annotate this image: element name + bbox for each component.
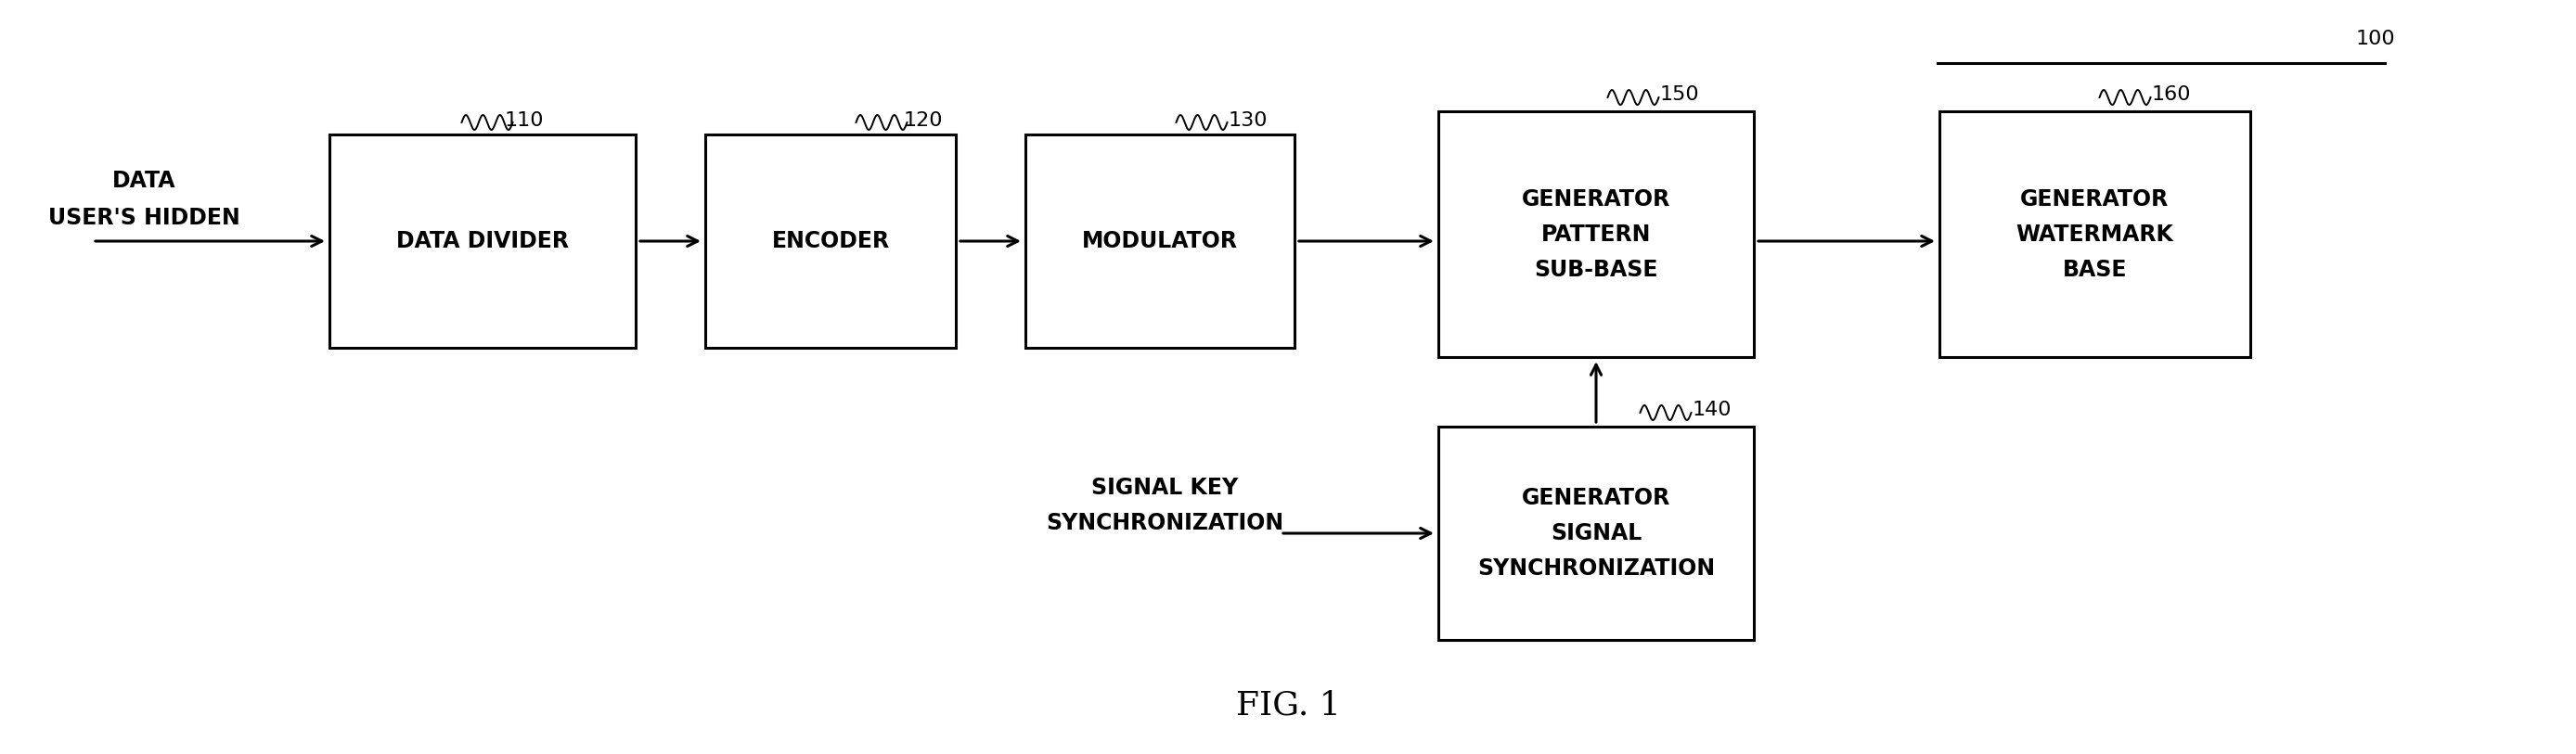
- Text: MODULATOR: MODULATOR: [1082, 230, 1239, 253]
- Text: 120: 120: [904, 112, 943, 130]
- Text: PATTERN: PATTERN: [1540, 223, 1651, 245]
- Text: SIGNAL KEY: SIGNAL KEY: [1092, 477, 1239, 499]
- Text: 110: 110: [505, 112, 544, 130]
- Text: GENERATOR: GENERATOR: [2020, 188, 2169, 210]
- Text: 160: 160: [2151, 85, 2192, 104]
- Text: WATERMARK: WATERMARK: [2017, 223, 2174, 245]
- Text: DATA: DATA: [111, 170, 175, 192]
- Bar: [706, 134, 956, 348]
- Bar: [1940, 112, 2251, 357]
- Text: SUB-BASE: SUB-BASE: [1535, 259, 1659, 280]
- Bar: [1025, 134, 1296, 348]
- Text: DATA DIVIDER: DATA DIVIDER: [397, 230, 569, 253]
- Text: SYNCHRONIZATION: SYNCHRONIZATION: [1046, 512, 1283, 534]
- Text: 150: 150: [1659, 85, 1700, 104]
- Text: GENERATOR: GENERATOR: [1522, 188, 1669, 210]
- Bar: [1437, 427, 1754, 640]
- Text: GENERATOR: GENERATOR: [1522, 487, 1669, 509]
- Text: 140: 140: [1692, 400, 1731, 419]
- Text: SIGNAL: SIGNAL: [1551, 522, 1641, 544]
- Text: SYNCHRONIZATION: SYNCHRONIZATION: [1476, 557, 1716, 580]
- Text: USER'S HIDDEN: USER'S HIDDEN: [49, 207, 240, 229]
- Text: FIG. 1: FIG. 1: [1236, 689, 1340, 721]
- Text: 130: 130: [1229, 112, 1267, 130]
- Text: ENCODER: ENCODER: [773, 230, 889, 253]
- Bar: [1437, 112, 1754, 357]
- Text: BASE: BASE: [2063, 259, 2128, 280]
- Bar: [330, 134, 636, 348]
- Text: 100: 100: [2357, 29, 2396, 48]
